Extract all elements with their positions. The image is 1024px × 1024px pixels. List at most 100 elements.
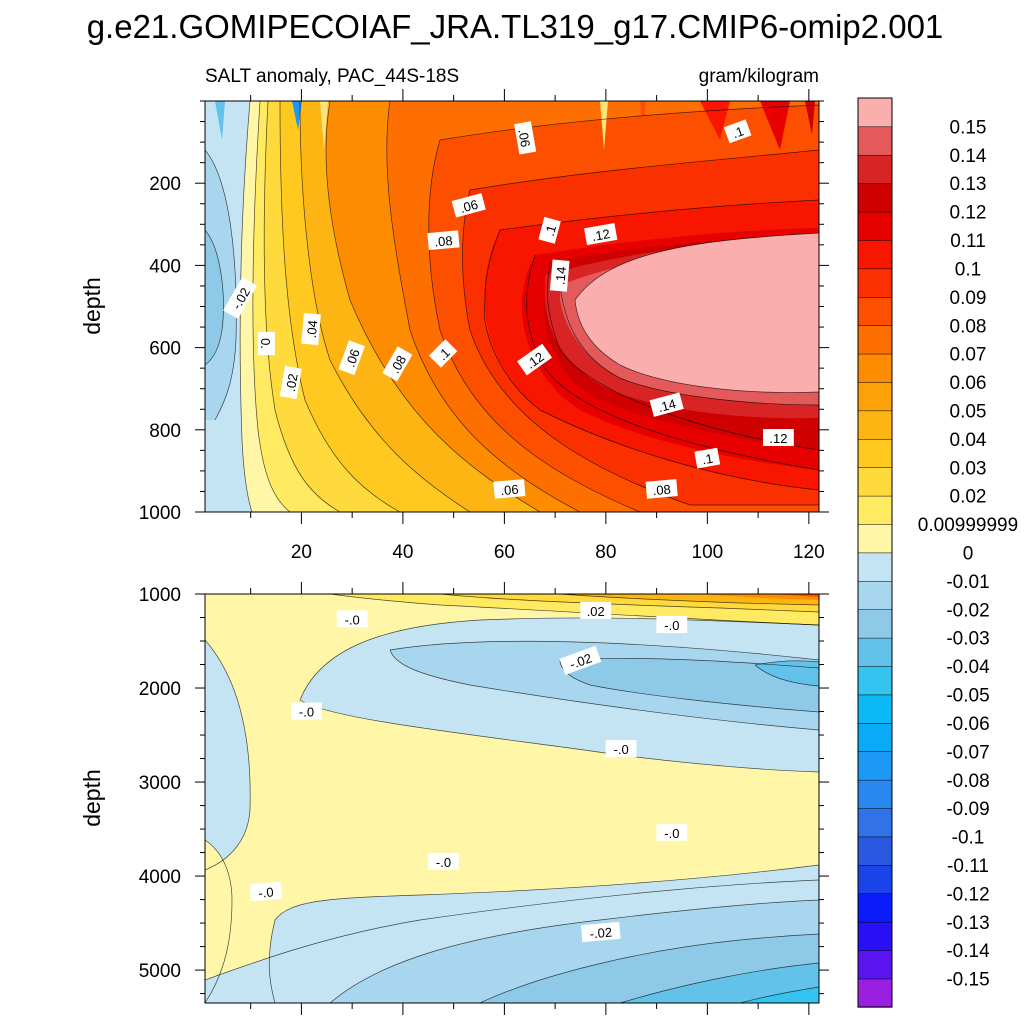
contour-label-box bbox=[538, 216, 561, 244]
y-tick-label: 600 bbox=[149, 339, 181, 360]
panel-units-string: gram/kilogram bbox=[699, 66, 819, 87]
colorbar-label: 0.12 bbox=[950, 203, 987, 224]
contour-label-text: -.02 bbox=[589, 925, 613, 942]
colorbar-swatch bbox=[857, 353, 893, 383]
colorbar-swatch bbox=[857, 893, 893, 923]
colorbar-label: -0.03 bbox=[946, 629, 989, 650]
y-tick-label: 4000 bbox=[139, 867, 181, 888]
colorbar-swatch bbox=[857, 154, 893, 184]
contour-label-box bbox=[656, 616, 688, 634]
contour-label-text: -.0 bbox=[258, 884, 274, 900]
contour-label: -.0 bbox=[605, 740, 637, 758]
contour-label: .12 bbox=[763, 429, 794, 447]
colorbar-swatch bbox=[857, 949, 893, 980]
contour-label: .02 bbox=[279, 365, 302, 400]
contour-label-text: -.02 bbox=[568, 650, 594, 672]
contour-label-text: -.0 bbox=[664, 826, 679, 841]
colorbar-swatch bbox=[857, 325, 893, 355]
contour-label: -.0 bbox=[249, 881, 282, 902]
contour-label-box bbox=[605, 740, 637, 758]
contour-label-box bbox=[382, 346, 413, 382]
contour-label-text: -.0 bbox=[436, 855, 451, 870]
colorbar-label: -0.08 bbox=[946, 771, 989, 792]
contour-label: -.02 bbox=[559, 645, 602, 675]
contour-label: .02 bbox=[580, 601, 612, 619]
contour-label: .06 bbox=[493, 479, 526, 499]
contour-label-box bbox=[763, 429, 794, 447]
contour-label-box bbox=[580, 921, 621, 943]
contour-label-box bbox=[279, 365, 302, 400]
contour-label: .08 bbox=[427, 230, 460, 251]
lower-y-axis-label: depth bbox=[79, 769, 105, 827]
contour-label-text: -.0 bbox=[345, 612, 360, 627]
contour-label: -.0 bbox=[336, 610, 368, 628]
colorbar-label: 0.08 bbox=[950, 316, 987, 337]
x-tick-label: 100 bbox=[692, 542, 724, 563]
colorbar-swatch bbox=[857, 779, 893, 809]
contour-label-text: .1 bbox=[542, 223, 559, 237]
lower-panel-frame bbox=[204, 593, 820, 1004]
contour-label-text: .12 bbox=[769, 431, 787, 446]
contour-label-box bbox=[517, 343, 553, 376]
y-tick-label: 800 bbox=[149, 421, 181, 442]
contour-label-text: .02 bbox=[587, 604, 605, 619]
colorbar-swatch bbox=[857, 836, 893, 866]
contour-label-box bbox=[580, 601, 612, 619]
colorbar-swatch bbox=[857, 807, 893, 838]
contour-label-text: -.0 bbox=[614, 742, 629, 757]
contour-label: .04 bbox=[301, 312, 321, 346]
contour-label-text: .1 bbox=[701, 451, 714, 468]
contour-label-box bbox=[493, 479, 526, 499]
upper-y-axis-label: depth bbox=[79, 277, 105, 335]
colorbar-swatch bbox=[857, 381, 893, 412]
contour-label: .06 bbox=[338, 340, 365, 376]
colorbar-label: 0.00999999 bbox=[918, 515, 1018, 536]
contour-label-text: .04 bbox=[304, 319, 321, 338]
colorbar-swatch bbox=[857, 580, 893, 610]
panel-left-string: SALT anomaly, PAC_44S-18S bbox=[205, 66, 459, 87]
contour-label: 0. bbox=[257, 331, 275, 356]
contour-label-box bbox=[656, 823, 688, 841]
contour-label-box bbox=[451, 193, 486, 218]
y-tick-label: 5000 bbox=[139, 961, 181, 982]
contour-label-text: 0. bbox=[258, 338, 273, 349]
colorbar-swatch bbox=[857, 751, 893, 781]
contour-label-text: .1 bbox=[730, 123, 745, 141]
colorbar-swatch bbox=[857, 637, 893, 667]
colorbar-label: 0.04 bbox=[950, 430, 987, 451]
contour-label: .06 bbox=[451, 193, 486, 218]
contour-label-text: .06 bbox=[500, 482, 519, 499]
colorbar-swatch bbox=[857, 921, 893, 951]
colorbar-swatch bbox=[857, 864, 893, 895]
colorbar-label: -0.15 bbox=[946, 970, 989, 991]
x-tick-label: 80 bbox=[595, 542, 616, 563]
contour-label-box bbox=[301, 312, 321, 346]
colorbar-label: 0.11 bbox=[950, 231, 986, 252]
y-tick-label: 1000 bbox=[139, 503, 181, 524]
contour-label-box bbox=[723, 119, 752, 144]
contour-label-text: .14 bbox=[656, 396, 677, 415]
colorbar-label: -0.13 bbox=[946, 913, 989, 934]
colorbar-swatch bbox=[857, 410, 893, 440]
contour-label: .1 bbox=[538, 216, 561, 244]
contour-label-box bbox=[584, 223, 618, 246]
colorbar-label: 0.09 bbox=[950, 288, 987, 309]
contour-label-box bbox=[645, 479, 678, 499]
colorbar-label: 0 bbox=[963, 544, 974, 565]
contour-label: .1 bbox=[694, 447, 721, 469]
colorbar-label: -0.01 bbox=[946, 572, 989, 593]
y-tick-label: 200 bbox=[149, 174, 181, 195]
contour-label: -.0 bbox=[656, 616, 688, 634]
contour-label-box bbox=[514, 121, 537, 155]
colorbar-swatch bbox=[857, 523, 893, 554]
colorbar-swatch bbox=[857, 268, 893, 298]
contour-label-box bbox=[428, 339, 458, 368]
colorbar-label: 0.06 bbox=[950, 373, 987, 394]
colorbar-swatch bbox=[857, 495, 893, 525]
contour-label: .14 bbox=[549, 259, 570, 292]
colorbar-label: -0.02 bbox=[946, 600, 989, 621]
x-tick-label: 120 bbox=[793, 542, 825, 563]
colorbar-label: -0.12 bbox=[946, 884, 989, 905]
colorbar-label: -0.14 bbox=[946, 941, 990, 962]
